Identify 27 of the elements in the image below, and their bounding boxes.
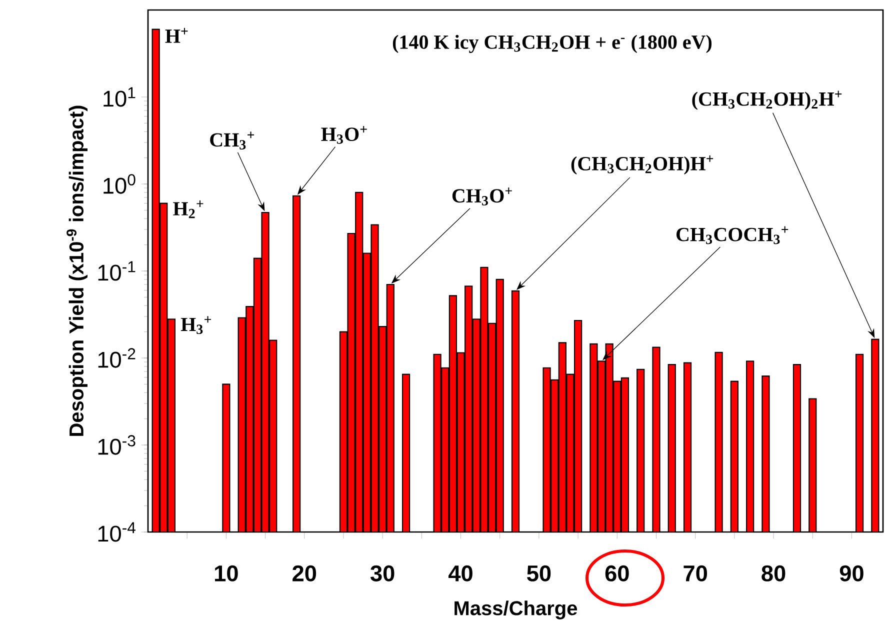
x-tick-label: 50 bbox=[527, 565, 551, 582]
x-tick-label: 90 bbox=[840, 565, 864, 582]
annotation: H$_{3}$+ bbox=[180, 316, 212, 334]
x-tick-label: 80 bbox=[762, 565, 786, 582]
y-tick-label: 10$^{-2}$ bbox=[98, 348, 136, 368]
text: (140 K icy CH$_{3}$CH$_{2}$OH + e$^{-}$ (1800 eV) bbox=[392, 34, 712, 54]
annotation: CH$_{3}$+ bbox=[210, 132, 254, 150]
annotation: (CH$_{3}$CH$_{2}$OH)$_{2}$H$^{+}$ bbox=[692, 90, 842, 110]
y-tick-label: 10$^{-1}$ bbox=[98, 261, 136, 281]
annotation: H$_{3}$O$^{+}$ bbox=[321, 126, 367, 144]
x-tick-label: 10 bbox=[215, 565, 238, 582]
x-tick-label: 30 bbox=[370, 565, 394, 582]
annotation: CH$_{3}$COCH$_{3}$+ bbox=[676, 226, 788, 244]
y-tick-label: 10$^{-3}$ bbox=[98, 435, 136, 455]
x-tick-label: 20 bbox=[292, 565, 316, 582]
x-tick-label: 70 bbox=[684, 565, 708, 582]
y-tick-label: 10$^{1}$ bbox=[104, 87, 136, 107]
x-axis-title: Mass/Charge bbox=[454, 600, 578, 620]
annotation: H$_{2}$+ bbox=[173, 200, 204, 218]
annotation: H$^{+}$ bbox=[165, 28, 188, 43]
annotation: (CH$_{3}$CH$_{2}$OH)H$^{+}$ bbox=[571, 155, 714, 175]
x-tick-label: 60 bbox=[605, 565, 629, 582]
annotation: CH$_{3}$O$^{+}$ bbox=[452, 188, 512, 206]
y-tick-label: 10$^{-4}$ bbox=[98, 522, 136, 542]
y-tick-label: 10$^{0}$ bbox=[104, 174, 136, 194]
y-axis-title: Desoption Yield (x10$^{-9}$ ions/impact) bbox=[66, 106, 88, 436]
x-tick-label: 40 bbox=[448, 565, 472, 582]
